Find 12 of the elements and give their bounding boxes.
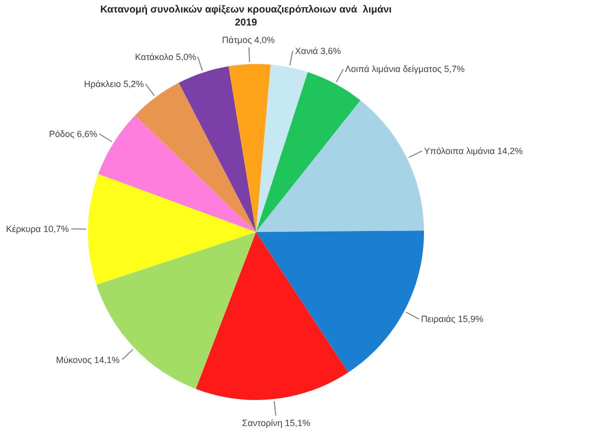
slice-label: Μύκονος 14,1% bbox=[56, 355, 120, 365]
slice-label: Πάτμος 4,0% bbox=[222, 35, 275, 45]
slice-label: Ρόδος 6,6% bbox=[49, 129, 98, 139]
slice-label: Υπόλοιπα λιμάνια 14,2% bbox=[424, 146, 523, 156]
slice-label: Σαντορίνη 15,1% bbox=[242, 418, 310, 428]
chart-title: Κατανομή συνολικών αφίξεων κρουαζιερόπλοιων ανά λιμάνι 2019 bbox=[100, 4, 392, 28]
slice-label: Κατάκολο 5,0% bbox=[135, 52, 196, 62]
slice-label: Κέρκυρα 10,7% bbox=[6, 224, 69, 234]
slice-label: Ηράκλειο 5,2% bbox=[84, 79, 144, 89]
slice-label: Πειραιάς 15,9% bbox=[421, 314, 484, 324]
slice-label: Χανιά 3,6% bbox=[295, 46, 341, 56]
slice-label: Λοιπά λιμάνια δείγματος 5,7% bbox=[345, 64, 465, 74]
